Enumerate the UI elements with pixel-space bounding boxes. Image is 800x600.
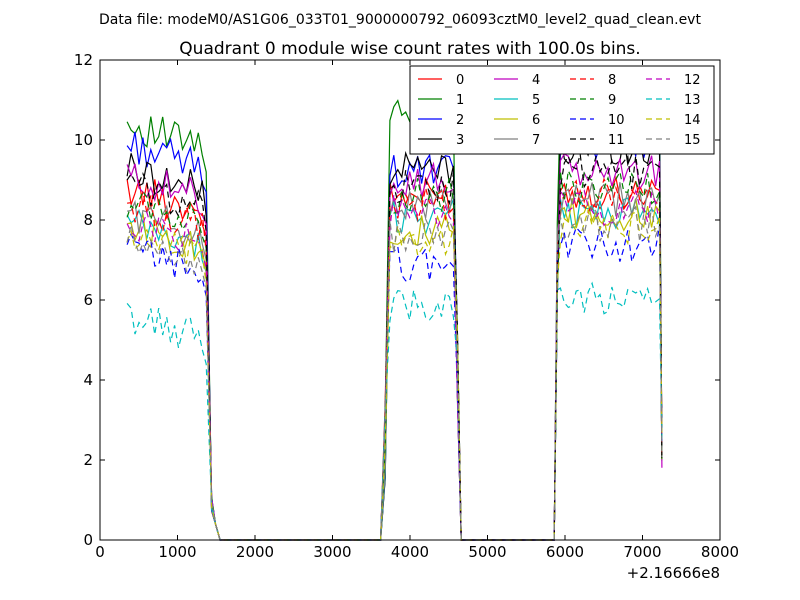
x-tick-label: 2000 [236,543,274,561]
y-tick-label: 2 [83,451,93,469]
x-tick-label: 0 [95,543,105,561]
legend-label: 15 [684,133,701,148]
chart-title: Quadrant 0 module wise count rates with … [179,39,640,59]
y-tick-label: 12 [74,51,93,69]
legend-label: 0 [456,73,464,88]
legend-label: 10 [608,113,625,128]
series-line-8 [127,177,663,541]
x-tick-label: 1000 [158,543,196,561]
series-line-3 [126,131,663,541]
legend-label: 9 [608,93,616,108]
series-line-7 [126,182,663,541]
series-line-13 [126,281,663,541]
series-line-6 [126,198,663,541]
legend-label: 3 [456,133,464,148]
plot-lines [126,74,663,541]
y-tick-label: 0 [83,531,93,549]
legend-label: 6 [532,113,540,128]
x-tick-label: 6000 [546,543,584,561]
legend-label: 2 [456,113,464,128]
series-line-15 [126,205,663,541]
x-offset-label: +2.16666e8 [627,564,720,582]
legend-label: 1 [456,93,464,108]
x-tick-label: 8000 [701,543,739,561]
legend-frame [409,65,715,155]
legend-label: 5 [532,93,540,108]
x-tick-label: 3000 [313,543,351,561]
legend-label: 11 [608,133,625,148]
y-tick-label: 8 [83,211,93,229]
y-tick-label: 6 [83,291,93,309]
legend-label: 4 [532,73,540,88]
plot-frame [99,59,721,541]
series-line-9 [126,168,663,541]
x-tick-label: 5000 [468,543,506,561]
series-line-12 [126,189,663,541]
series-line-10 [126,226,663,541]
legend-label: 13 [684,93,701,108]
y-tick-label: 4 [83,371,93,389]
legend-label: 7 [532,133,540,148]
legend-label: 14 [684,113,701,128]
series-line-4 [126,153,663,541]
x-tick-label: 4000 [391,543,429,561]
x-tick-label: 7000 [623,543,661,561]
axis-ticks: 0 1000 2000 3000 4000 5000 6000 7000 80000246810… [74,51,739,561]
legend-label: 8 [608,73,616,88]
series-line-14 [126,208,663,541]
legend-label: 12 [684,73,701,88]
figure-suptitle: Data file: modeM0/AS1G06_033T01_90000007… [99,12,701,28]
y-tick-label: 10 [74,131,93,149]
